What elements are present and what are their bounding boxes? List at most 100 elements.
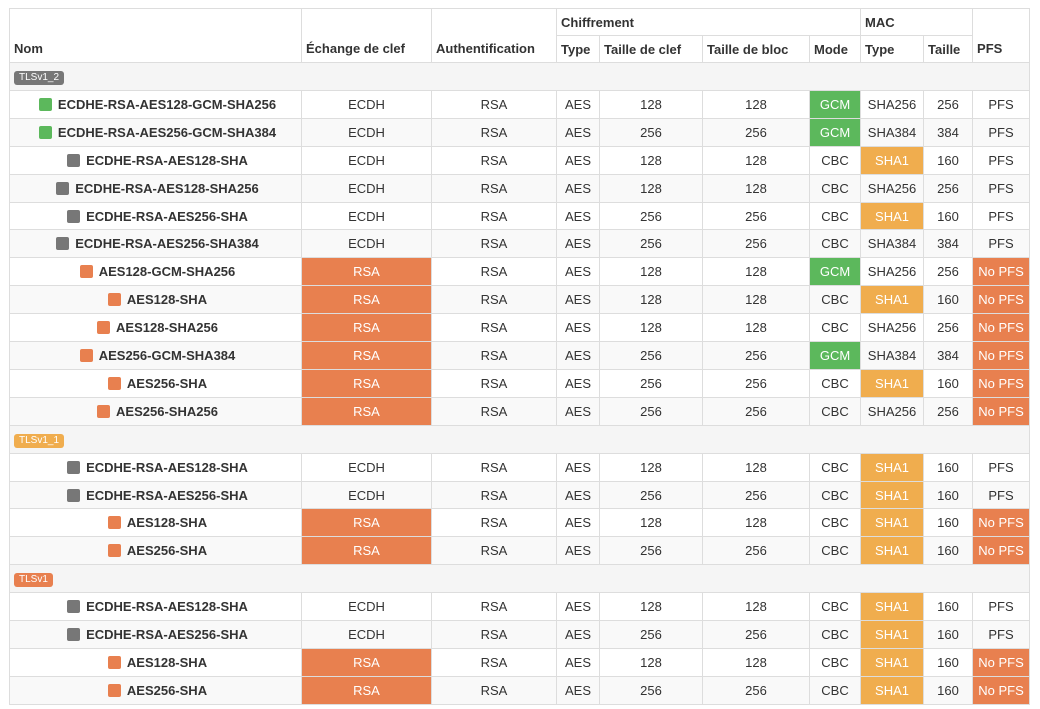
pfs-cell: PFS [972,90,1031,119]
cipher-name: ECDHE-RSA-AES256-SHA [86,627,248,643]
key-size-cell: 128 [599,313,703,343]
key-exchange-cell: RSA [301,257,432,287]
status-square-icon [79,348,93,362]
key-size-cell: 128 [599,508,703,538]
mac-size-cell: 256 [923,313,974,343]
key-size-cell: 128 [599,452,703,482]
pfs-cell: PFS [972,452,1031,482]
block-size-cell: 128 [702,90,810,119]
cipher-name: ECDHE-RSA-AES256-SHA384 [75,236,259,252]
header-key-size: Taille de clef [599,35,703,63]
cipher-name: ECDHE-RSA-AES256-SHA [86,208,248,224]
cipher-type-cell: AES [556,201,600,231]
authentication-cell: RSA [431,117,557,147]
cipher-name-cell: ECDHE-RSA-AES256-GCM-SHA384 [9,117,302,147]
key-size-cell: 128 [599,285,703,315]
cipher-name-cell: AES256-GCM-SHA384 [9,341,302,370]
table-row: AES256-SHA256 RSA RSA AES 256 256 CBC SHA256 256… [9,396,1031,426]
mac-type-cell: SHA1 [860,592,925,622]
pfs-cell: No PFS [972,285,1031,315]
block-size-cell: 256 [702,536,810,566]
cipher-type-cell: AES [556,285,600,315]
key-exchange-cell: RSA [301,341,432,370]
cipher-type-cell: AES [556,675,600,705]
mode-cell: CBC [808,592,862,622]
block-size-cell: 128 [702,592,810,622]
block-size-cell: 128 [702,257,810,287]
table-row: ECDHE-RSA-AES128-SHA ECDH RSA AES 128 128 CBC S… [9,145,1031,175]
cipher-name: ECDHE-RSA-AES256-GCM-SHA384 [57,124,277,140]
cipher-name: AES128-SHA [126,292,208,308]
pfs-cell: PFS [972,620,1031,650]
key-exchange-cell: ECDH [301,173,432,203]
cipher-suites-table: Nom Échange de clef Authentification Chi… [8,8,1031,705]
pfs-cell: PFS [972,145,1031,175]
status-square-icon [67,209,81,223]
cipher-name-cell: AES128-SHA [9,648,302,677]
status-square-icon [67,600,81,614]
cipher-name-cell: ECDHE-RSA-AES256-SHA [9,480,302,510]
status-square-icon [97,321,111,335]
table-row: AES256-SHA RSA RSA AES 256 256 CBC SHA1 160 No PF… [9,675,1031,705]
key-size-cell: 256 [599,368,703,398]
pfs-cell: No PFS [972,368,1031,398]
authentication-cell: RSA [431,396,557,426]
mac-type-cell: SHA1 [860,285,925,315]
table-row: ECDHE-RSA-AES256-SHA ECDH RSA AES 256 256 CBC S… [9,620,1031,650]
cipher-name: AES128-SHA [126,515,208,531]
header-mode: Mode [808,35,862,63]
table-row: AES256-GCM-SHA384 RSA RSA AES 256 256 GCM SHA38… [9,341,1031,370]
cipher-name: ECDHE-RSA-AES128-SHA [86,152,248,168]
mac-type-cell: SHA256 [860,257,925,287]
status-square-icon [56,237,70,251]
protocol-group-row: TLSv1_1 [8,424,1031,454]
table-row: ECDHE-RSA-AES128-SHA256 ECDH RSA AES 128 128 C… [9,173,1031,203]
authentication-cell: RSA [431,648,557,677]
authentication-cell: RSA [431,452,557,482]
protocol-group-row: TLSv1_2 [8,62,1031,91]
authentication-cell: RSA [431,675,557,705]
mac-size-cell: 384 [923,229,974,259]
mac-type-cell: SHA1 [860,145,925,175]
status-square-icon [56,181,70,195]
block-size-cell: 256 [702,480,810,510]
mode-cell: CBC [808,173,862,203]
cipher-type-cell: AES [556,592,600,622]
cipher-type-cell: AES [556,620,600,650]
mac-size-cell: 160 [923,536,974,566]
protocol-group-cell: TLSv1 [8,564,1031,594]
cipher-type-cell: AES [556,508,600,538]
status-square-icon [67,628,81,642]
cipher-name-cell: AES256-SHA [9,675,302,705]
block-size-cell: 256 [702,675,810,705]
pfs-cell: No PFS [972,675,1031,705]
authentication-cell: RSA [431,313,557,343]
cipher-type-cell: AES [556,648,600,677]
mac-type-cell: SHA1 [860,620,925,650]
header-cipher-type: Type [556,35,600,63]
key-size-cell: 256 [599,229,703,259]
authentication-cell: RSA [431,592,557,622]
table-row: AES128-SHA RSA RSA AES 128 128 CBC SHA1 160 No PF… [9,648,1031,677]
pfs-cell: No PFS [972,536,1031,566]
mac-size-cell: 256 [923,396,974,426]
cipher-name: AES256-SHA256 [116,403,218,419]
table-body: TLSv1_2 ECDHE-RSA-AES128-GCM-SHA256 ECDH RS… [8,62,1031,705]
mac-size-cell: 160 [923,480,974,510]
status-square-icon [79,265,93,279]
key-exchange-cell: RSA [301,508,432,538]
cipher-type-cell: AES [556,368,600,398]
cipher-name-cell: AES256-SHA [9,536,302,566]
block-size-cell: 128 [702,508,810,538]
mac-type-cell: SHA256 [860,313,925,343]
key-size-cell: 256 [599,675,703,705]
pfs-cell: No PFS [972,508,1031,538]
key-exchange-cell: RSA [301,396,432,426]
mode-cell: CBC [808,396,862,426]
authentication-cell: RSA [431,536,557,566]
mac-size-cell: 384 [923,341,974,370]
status-square-icon [67,153,81,167]
key-size-cell: 128 [599,257,703,287]
table-row: ECDHE-RSA-AES128-GCM-SHA256 ECDH RSA AES 128… [9,90,1031,119]
authentication-cell: RSA [431,368,557,398]
